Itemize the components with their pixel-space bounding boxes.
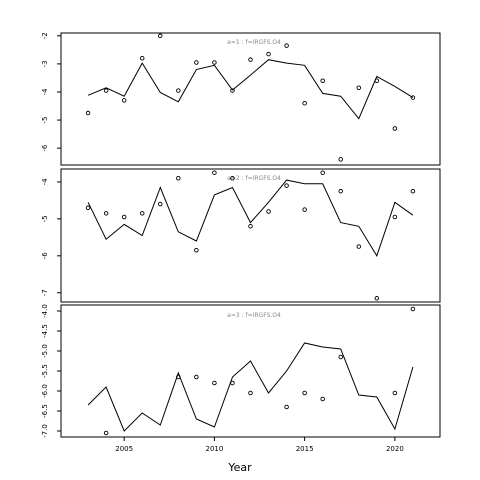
data-point [194, 248, 199, 253]
x-axis: 2005 2010 2015 2020 [115, 437, 404, 453]
y-tick-label: -2 [41, 32, 49, 39]
data-point [85, 110, 91, 116]
data-point [410, 188, 416, 194]
series-line [87, 179, 414, 257]
data-point [230, 88, 235, 93]
data-point [392, 126, 398, 131]
y-tick-label: -5 [41, 117, 49, 124]
series-line [87, 342, 414, 432]
panel-a2-label: a=2 : f=IRGFS.O4 [227, 175, 281, 182]
x-tick-label: 2005 [115, 445, 133, 453]
data-point [194, 374, 199, 380]
panel-a3-label: a=3 : f=IRGFS.O4 [227, 312, 281, 319]
y-tick-label: -5 [41, 215, 49, 222]
data-point [121, 214, 127, 220]
data-point [103, 88, 109, 93]
data-point [139, 211, 145, 216]
data-point [338, 188, 343, 194]
data-point [230, 380, 235, 386]
data-point [158, 33, 163, 39]
data-point [284, 183, 289, 188]
panel-a1: a=1 : f=IRGFS.O4 -2 -3 -4 -5 -6 [41, 32, 441, 166]
data-point [212, 380, 217, 386]
panel-a3: a=3 : f=IRGFS.O4 -4.0 -4.5 -5.0 -5.5 -6.0 -6.… [41, 304, 441, 438]
data-point [302, 207, 307, 212]
data-point [356, 85, 362, 91]
y-tick-label: -5.5 [41, 364, 49, 378]
y-tick-label: -4.5 [41, 324, 49, 338]
data-point [338, 157, 343, 162]
panel-a1-label: a=1 : f=IRGFS.O4 [227, 39, 281, 46]
y-tick-label: -7.0 [41, 424, 49, 438]
y-tick-label: -3 [41, 60, 49, 67]
data-point [410, 306, 416, 312]
data-point [356, 244, 362, 249]
x-tick-label: 2015 [296, 445, 314, 453]
data-point [284, 43, 289, 48]
data-point [302, 100, 307, 106]
panel-frame [60, 168, 441, 303]
data-point [392, 214, 398, 220]
data-point [212, 170, 217, 175]
data-point [176, 374, 181, 380]
panel-frame [60, 304, 441, 438]
y-tick-label: -6.0 [41, 384, 49, 398]
y-tick-label: -6 [41, 144, 49, 152]
y-tick-label: -7 [41, 289, 49, 296]
data-point [212, 60, 217, 65]
y-tick-label: -6.5 [41, 404, 49, 418]
x-axis-title: Year [227, 461, 252, 474]
data-point [266, 209, 271, 214]
data-point [248, 57, 253, 62]
y-tick-label: -4 [41, 178, 49, 186]
data-point [194, 60, 199, 65]
x-tick-label: 2010 [205, 445, 223, 453]
data-point [374, 78, 380, 83]
data-point [266, 51, 271, 57]
data-point [230, 175, 235, 181]
y-tick-label: -6 [41, 252, 49, 260]
data-point [248, 390, 253, 396]
panel-frame [60, 32, 441, 166]
data-point [338, 354, 343, 360]
data-point [176, 175, 181, 181]
y-tick-label: -4 [41, 88, 49, 96]
data-point [410, 95, 416, 100]
data-point [374, 296, 380, 301]
data-point [121, 98, 127, 103]
data-point [320, 396, 325, 402]
data-point [103, 430, 109, 436]
y-tick-label: -5.0 [41, 344, 49, 358]
panel-a2: a=2 : f=IRGFS.O4 -4 -5 -6 -7 [41, 168, 441, 303]
data-point [158, 201, 163, 207]
y-tick-label: -4.0 [41, 304, 49, 318]
data-point [248, 224, 253, 229]
data-point [284, 404, 289, 410]
data-point [139, 56, 145, 61]
series-line [87, 59, 414, 120]
data-point [320, 78, 325, 83]
data-point [392, 390, 398, 396]
data-point [176, 88, 181, 93]
data-point [103, 211, 109, 216]
x-tick-label: 2020 [386, 445, 404, 453]
data-point [302, 390, 307, 396]
data-point [320, 170, 325, 175]
data-point [85, 205, 91, 211]
